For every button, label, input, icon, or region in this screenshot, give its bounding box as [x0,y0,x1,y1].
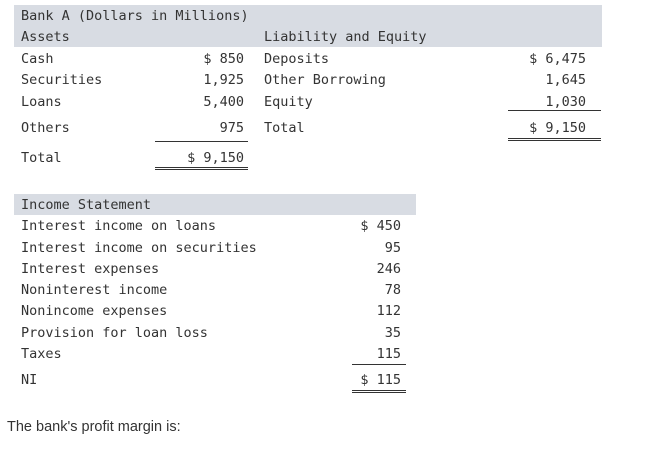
is-value-provision-loan-loss: 35 [384,325,401,341]
is-label-interest-loans: Interest income on loans [21,218,217,234]
asset-value-loans: 5,400 [203,94,244,110]
liab-value-other-borrowing: 1,645 [545,72,586,88]
liab-label-equity: Equity [264,94,313,110]
asset-label-others: Others [21,120,70,136]
asset-total-double-rule [155,167,248,170]
is-label-nonincome-expenses: Nonincome expenses [21,303,168,319]
liab-label-total: Total [264,120,305,136]
is-value-noninterest-income: 78 [384,282,401,298]
balance-sheet-header-band [14,5,602,47]
liab-equity-rule [508,110,601,111]
liab-value-total: $ 9,150 [529,120,586,136]
balance-sheet-title: Bank A (Dollars in Millions) [21,8,249,24]
question-text: The bank's profit margin is: [7,419,181,435]
asset-total-value: $ 9,150 [187,150,244,166]
asset-value-cash: $ 850 [203,51,244,67]
liab-value-equity: 1,030 [545,94,586,110]
is-label-interest-securities: Interest income on securities [21,240,257,256]
liab-label-other-borrowing: Other Borrowing [264,72,386,88]
is-label-ni: NI [21,372,38,388]
is-value-ni: $ 115 [360,372,401,388]
asset-label-cash: Cash [21,51,54,67]
asset-label-loans: Loans [21,94,62,110]
asset-value-securities: 1,925 [203,72,244,88]
is-value-nonincome-expenses: 112 [376,303,401,319]
liab-total-double-rule [508,138,601,141]
asset-total-label: Total [21,150,62,166]
is-label-provision-loan-loss: Provision for loan loss [21,325,208,341]
assets-header: Assets [21,29,70,45]
is-ni-double-rule [352,390,406,393]
asset-label-securities: Securities [21,72,103,88]
liab-label-deposits: Deposits [264,51,330,67]
is-label-interest-expenses: Interest expenses [21,261,160,277]
is-label-noninterest-income: Noninterest income [21,282,168,298]
is-value-interest-securities: 95 [384,240,401,256]
liab-value-deposits: $ 6,475 [529,51,586,67]
is-taxes-rule [352,364,406,365]
income-statement-title: Income Statement [21,197,152,213]
liabilities-header: Liability and Equity [264,29,427,45]
is-value-interest-loans: $ 450 [360,218,401,234]
asset-total-rule-top [155,141,248,142]
asset-value-others: 975 [219,120,244,136]
is-value-interest-expenses: 246 [376,261,401,277]
is-value-taxes: 115 [376,346,401,362]
is-label-taxes: Taxes [21,346,62,362]
income-statement-header-band [14,194,416,215]
